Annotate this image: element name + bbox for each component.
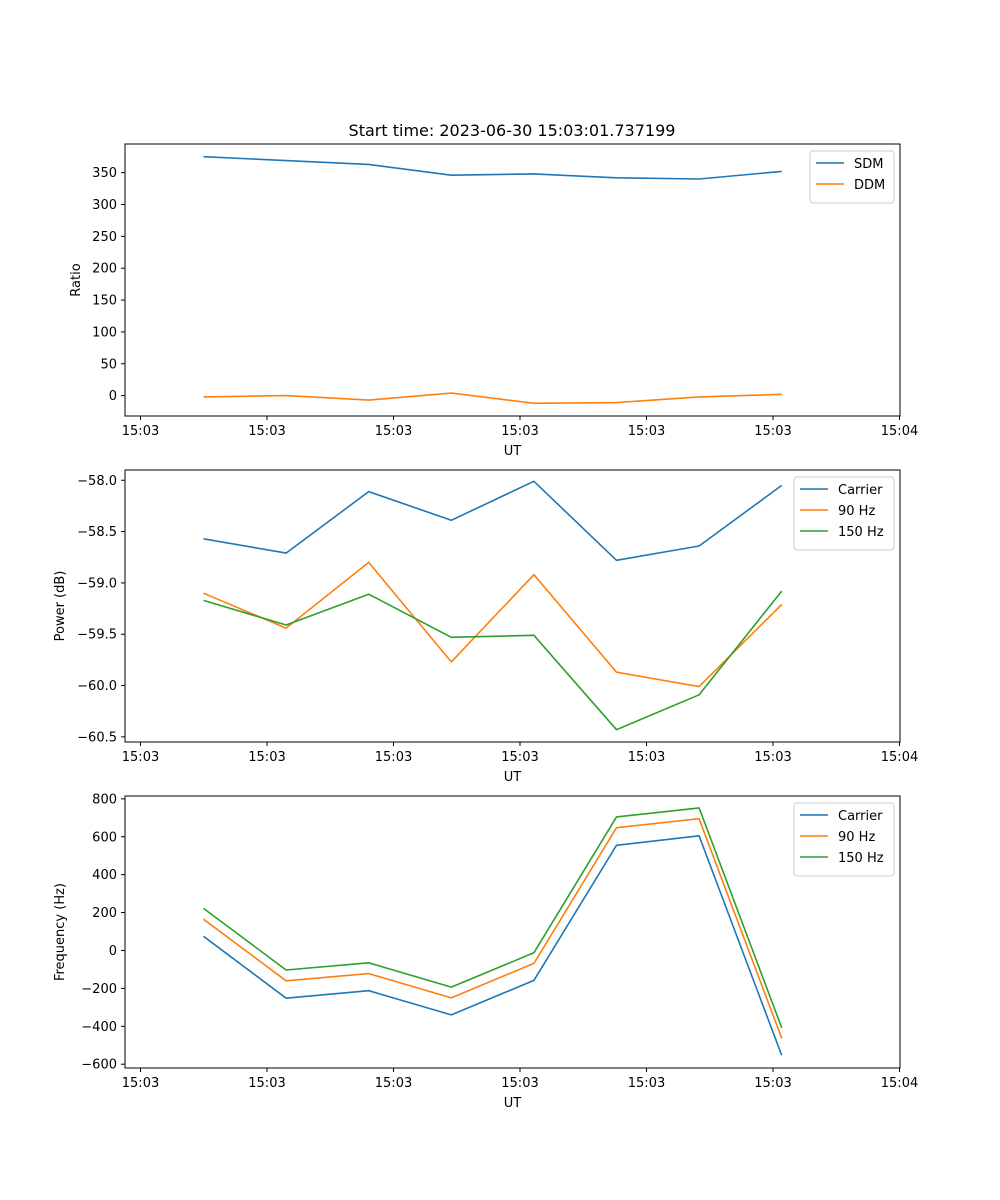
y-axis-label: Frequency (Hz): [53, 883, 68, 981]
x-tick-label: 15:04: [881, 750, 918, 765]
legend-entry: DDM: [854, 178, 885, 193]
y-tick-label: 50: [100, 357, 117, 372]
y-tick-label: −600: [81, 1058, 117, 1073]
y-tick-label: 100: [92, 325, 117, 340]
series-line-sdm: [203, 155, 782, 180]
x-tick-label: 15:03: [375, 424, 412, 439]
panel-2: 15:03 15:03 15:03 15:03 15:03 15:03 15:04 −60.5…: [53, 469, 918, 785]
y-tick-label: 150: [92, 294, 117, 309]
x-tick-label: 15:03: [628, 750, 665, 765]
y-tick-label: −400: [81, 1020, 117, 1035]
series-line-carrier: [203, 480, 783, 562]
series-line-90-hz: [203, 817, 783, 1039]
x-tick-label: 15:03: [501, 424, 538, 439]
x-axis-label: UT: [504, 1096, 522, 1111]
y-tick-label: 200: [92, 262, 117, 277]
y-axis-label: Power (dB): [53, 571, 68, 642]
legend: Carrier 90 Hz 150 Hz: [793, 802, 895, 877]
x-tick-label: 15:03: [375, 750, 412, 765]
legend-entry: 90 Hz: [838, 504, 875, 519]
y-tick-label: 200: [92, 906, 117, 921]
legend-entry: Carrier: [838, 483, 883, 498]
y-tick-label: 0: [109, 389, 117, 404]
series-line-90-hz: [203, 561, 783, 688]
x-tick-label: 15:03: [122, 424, 159, 439]
y-tick-label: −59.0: [77, 576, 117, 591]
legend-entry: 150 Hz: [838, 851, 884, 866]
y-axis-label: Ratio: [69, 263, 84, 296]
legend: Carrier 90 Hz 150 Hz: [793, 476, 895, 551]
x-tick-label: 15:03: [754, 424, 791, 439]
panel-3: 15:03 15:03 15:03 15:03 15:03 15:03 15:04 −600 −…: [53, 792, 918, 1111]
x-tick-label: 15:03: [754, 750, 791, 765]
x-tick-label: 15:03: [375, 1076, 412, 1091]
y-tick-label: 600: [92, 830, 117, 845]
axes-frame: [124, 143, 901, 417]
y-tick-label: −58.5: [77, 525, 117, 540]
y-tick-label: 0: [109, 944, 117, 959]
x-tick-label: 15:03: [248, 424, 285, 439]
x-tick-label: 15:04: [881, 1076, 918, 1091]
y-tick-label: 350: [92, 166, 117, 181]
legend-entry: 90 Hz: [838, 830, 875, 845]
y-tick-label: 400: [92, 868, 117, 883]
chart-panels: 15:03 15:03 15:03 15:03 15:03 15:03 15:04 0 50 10…: [53, 143, 918, 1111]
y-tick-label: −60.5: [77, 730, 117, 745]
legend-entry: 150 Hz: [838, 525, 884, 540]
x-tick-label: 15:03: [754, 1076, 791, 1091]
x-tick-label: 15:03: [248, 1076, 285, 1091]
y-tick-label: 250: [92, 230, 117, 245]
series-line-ddm: [203, 392, 782, 405]
legend-entry: Carrier: [838, 809, 883, 824]
y-tick-label: −59.5: [77, 628, 117, 643]
series-line-carrier: [203, 834, 783, 1056]
x-tick-label: 15:03: [122, 1076, 159, 1091]
x-tick-label: 15:03: [628, 424, 665, 439]
x-axis-label: UT: [504, 444, 522, 459]
x-tick-label: 15:03: [248, 750, 285, 765]
x-tick-label: 15:04: [881, 424, 918, 439]
axes-frame: [124, 469, 901, 743]
legend-entry: SDM: [854, 157, 883, 172]
legend: SDM DDM: [809, 150, 895, 204]
x-axis-label: UT: [504, 770, 522, 785]
figure-title: Start time: 2023-06-30 15:03:01.737199: [349, 121, 676, 140]
x-tick-label: 15:03: [501, 1076, 538, 1091]
y-tick-label: −200: [81, 982, 117, 997]
y-tick-label: 300: [92, 198, 117, 213]
y-tick-label: 800: [92, 792, 117, 807]
panel-1: 15:03 15:03 15:03 15:03 15:03 15:03 15:04 0 50 10…: [69, 143, 918, 459]
series-line-150-hz: [203, 590, 783, 731]
series-line-150-hz: [203, 807, 783, 1029]
axes-frame: [124, 795, 901, 1069]
x-tick-label: 15:03: [628, 1076, 665, 1091]
legend-box: [809, 150, 895, 204]
y-tick-label: −58.0: [77, 474, 117, 489]
y-tick-label: −60.0: [77, 679, 117, 694]
x-tick-label: 15:03: [122, 750, 159, 765]
x-tick-label: 15:03: [501, 750, 538, 765]
